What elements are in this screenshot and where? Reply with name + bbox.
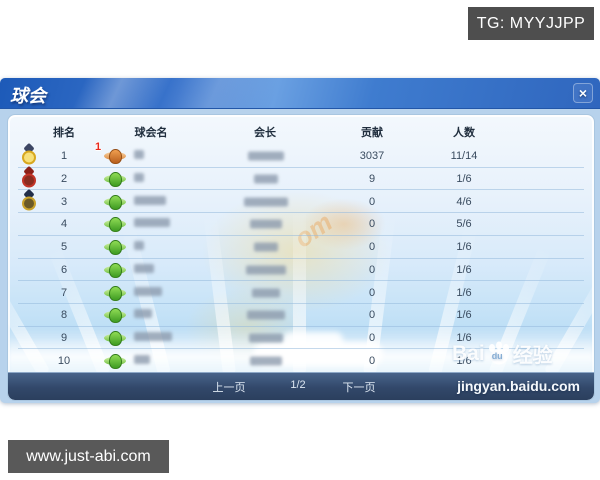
contribution-value: 0 (368, 218, 376, 231)
president-name-blurred (246, 265, 286, 275)
header-president: 会长 (254, 127, 276, 139)
rank-value: 5 (60, 241, 68, 254)
rank-value: 3 (60, 195, 68, 208)
rank-value: 8 (60, 309, 68, 322)
contribution-value: 0 (368, 263, 376, 276)
medal-icon (21, 145, 37, 165)
contribution-value: 9 (368, 173, 376, 186)
jingyan-url-watermark: jingyan.baidu.com (457, 378, 580, 394)
rank-value: 2 (60, 173, 68, 186)
window-titlebar: 球会 (0, 78, 600, 109)
club-icon (104, 330, 126, 346)
club-icon (104, 353, 126, 369)
members-value: 5/6 (456, 218, 472, 231)
club-name-blurred (134, 354, 150, 364)
club-icon (104, 285, 126, 301)
members-value: 4/6 (456, 195, 472, 208)
members-value: 1/6 (456, 309, 472, 322)
medal-icon (21, 168, 37, 188)
club-name-blurred (134, 286, 162, 296)
contribution-value: 3037 (359, 150, 385, 163)
rank-value: 6 (60, 263, 68, 276)
header-contribution: 贡献 (361, 127, 383, 139)
rank-value: 9 (60, 331, 68, 344)
club-ranking-panel: om 排名 球会名 会长 贡献 人数 (7, 114, 595, 401)
president-name-blurred (244, 197, 288, 207)
club-icon (104, 307, 126, 324)
rank-value: 10 (57, 354, 71, 367)
club-icon (104, 239, 126, 256)
table-row[interactable]: 1 1 3037 11/14 (8, 141, 594, 168)
president-name-blurred (249, 333, 283, 343)
club-name-blurred (134, 331, 172, 341)
president-name-blurred (250, 356, 282, 366)
contribution-value: 0 (368, 286, 376, 299)
rank-value: 1 (60, 150, 68, 163)
club-window: 球会 × om 排名 球会名 会长 (0, 78, 600, 403)
contribution-value: 0 (368, 241, 376, 254)
contribution-value: 0 (368, 331, 376, 344)
page-indicator: 1/2 (290, 379, 306, 391)
table-row[interactable]: 6 0 1/6 (8, 259, 594, 282)
table-row[interactable]: 10 0 1/6 (8, 349, 594, 372)
president-name-blurred (252, 288, 280, 298)
members-value: 1/6 (456, 241, 472, 254)
table-header-row: 排名 球会名 会长 贡献 人数 (8, 115, 594, 145)
members-value: 1/6 (456, 173, 472, 186)
club-icon (104, 262, 126, 278)
members-value: 1/6 (456, 263, 472, 276)
members-value: 1/6 (456, 286, 472, 299)
club-icon (104, 148, 126, 165)
club-name-blurred (134, 150, 144, 160)
president-name-blurred (254, 174, 278, 184)
contribution-value: 0 (368, 354, 376, 367)
table-row[interactable]: 8 0 1/6 (8, 304, 594, 327)
club-icon (104, 194, 126, 210)
prev-page-button[interactable]: 上一页 (212, 382, 246, 394)
club-name-blurred (134, 195, 166, 205)
members-value: 1/6 (456, 354, 472, 367)
table-row[interactable]: 7 0 1/6 (8, 281, 594, 304)
site-watermark-label: www.just-abi.com (8, 440, 169, 473)
president-name-blurred (254, 242, 278, 252)
next-page-button[interactable]: 下一页 (342, 382, 376, 394)
president-name-blurred (250, 219, 282, 229)
contribution-value: 0 (368, 309, 376, 322)
rank-value: 4 (60, 218, 68, 231)
president-name-blurred (247, 310, 285, 320)
table-row[interactable]: 4 0 5/6 (8, 213, 594, 236)
club-icon (104, 171, 126, 188)
table-row[interactable]: 9 0 1/6 (8, 327, 594, 350)
club-name-blurred (134, 218, 170, 228)
header-rank: 排名 (53, 127, 75, 139)
contribution-value: 0 (368, 195, 376, 208)
club-name-blurred (134, 173, 144, 183)
members-value: 11/14 (450, 150, 478, 163)
tg-watermark-label: TG: MYYJJPP (468, 7, 594, 40)
members-value: 1/6 (456, 331, 472, 344)
window-title: 球会 (10, 86, 46, 106)
club-name-blurred (134, 263, 154, 273)
club-name-blurred (134, 241, 144, 251)
club-name-blurred (134, 309, 152, 319)
header-members: 人数 (453, 127, 475, 139)
rank-badge: 1 (95, 141, 102, 154)
table-row[interactable]: 3 0 4/6 (8, 190, 594, 213)
header-club-name: 球会名 (134, 127, 168, 139)
rank-value: 7 (60, 286, 68, 299)
president-name-blurred (248, 151, 284, 161)
table-body: 1 1 3037 11/14 2 9 1/6 3 0 4/6 (8, 141, 594, 372)
pagination-bar: 上一页 1/2 下一页 jingyan.baidu.com (8, 372, 594, 400)
close-icon[interactable]: × (573, 83, 593, 103)
table-row[interactable]: 2 9 1/6 (8, 168, 594, 191)
medal-icon (21, 190, 37, 211)
club-icon (104, 216, 126, 233)
table-row[interactable]: 5 0 1/6 (8, 236, 594, 259)
